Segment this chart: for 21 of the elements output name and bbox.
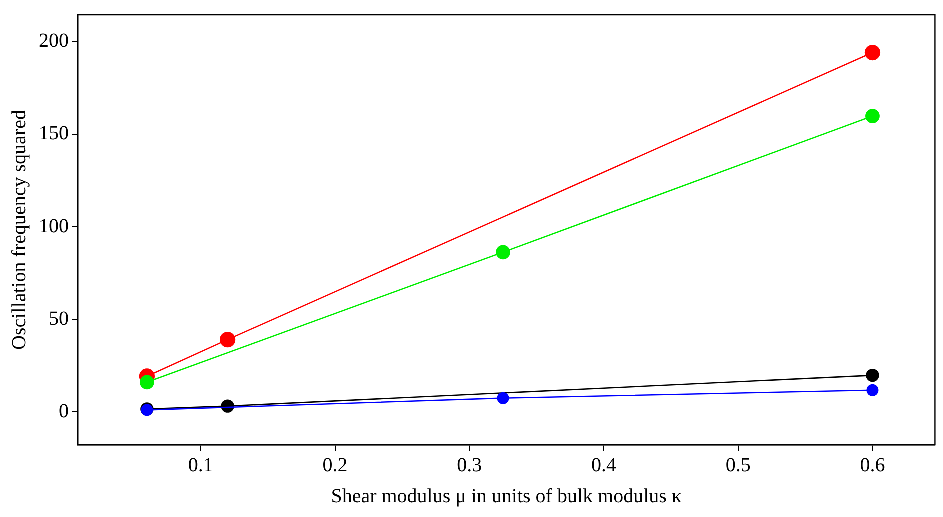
point (220, 332, 236, 348)
y-tick-label: 150 (39, 122, 69, 145)
x-tick-label: 0.1 (188, 454, 214, 476)
point (866, 384, 879, 396)
point (866, 368, 880, 382)
point (497, 392, 510, 404)
point (496, 245, 510, 260)
x-tick-label: 0.6 (860, 454, 886, 476)
point (866, 109, 880, 124)
y-tick-label: 200 (39, 30, 69, 52)
y-tick-label: 0 (59, 400, 69, 422)
point (140, 375, 154, 390)
y-tick-label: 100 (39, 215, 69, 238)
point (864, 44, 881, 61)
y-tick-label: 50 (49, 308, 69, 330)
x-tick-label: 0.3 (457, 454, 482, 476)
y-axis-title: Oscillation frequency squared (8, 110, 30, 350)
x-tick-label: 0.5 (726, 454, 751, 476)
x-tick-label: 0.4 (592, 454, 617, 476)
x-tick-label: 0.2 (322, 454, 348, 476)
x-axis-title: Shear modulus μ in units of bulk modulus κ (331, 485, 682, 508)
